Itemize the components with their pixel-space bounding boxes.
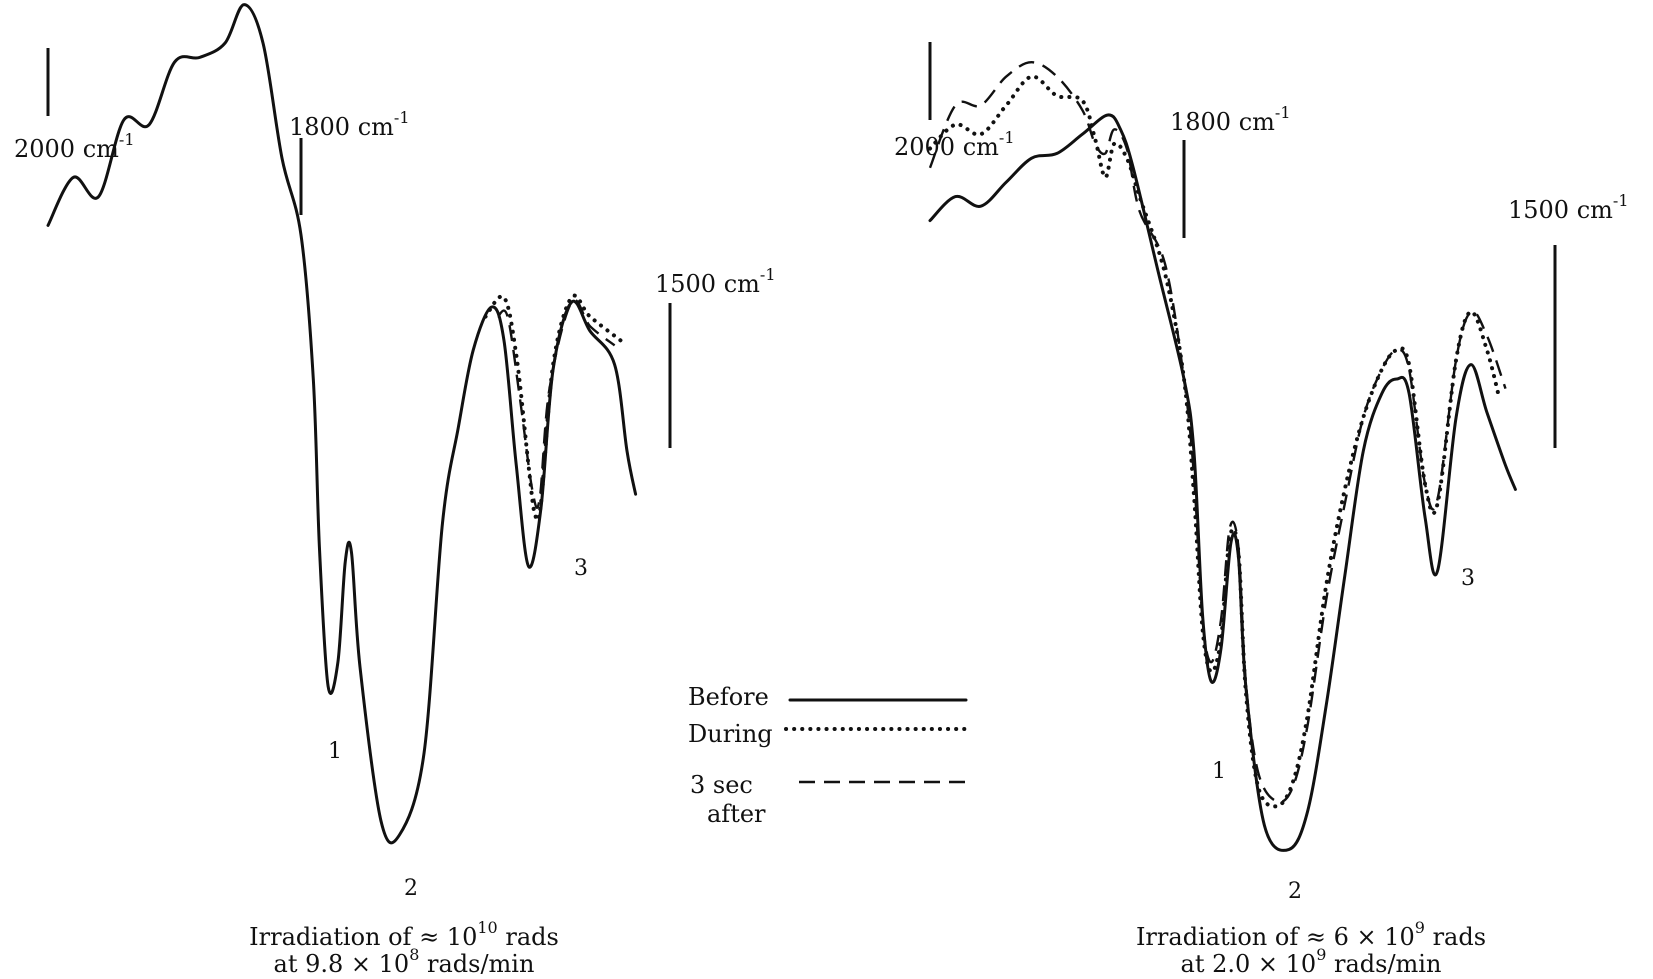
right-x-marker-1800: 1800 cm-1 [1170,103,1291,136]
legend-label-during: During [688,720,773,748]
right-caption-line2: at 2.0 × 109 rads/min [1181,945,1442,978]
right-x-marker-1500: 1500 cm-1 [1508,191,1629,224]
left-peak-label-2: 2 [404,876,418,901]
right-peak-label-2: 2 [1288,879,1302,904]
left-caption-line2: at 9.8 × 108 rads/min [274,945,535,978]
right-peak-label-1: 1 [1212,759,1226,784]
right-panel: 2000 cm-1 1800 cm-1 1500 cm-1 1 2 3 Irra… [894,42,1629,978]
left-caption-line1: Irradiation of ≈ 1010 rads [249,918,559,951]
right-series-before-line [928,113,1517,852]
legend-label-after-line2: after [707,800,766,828]
left-spectrum-curves [46,3,638,845]
left-series-during-line [483,293,623,523]
left-x-marker-1500: 1500 cm-1 [655,265,776,298]
legend: Before During 3 sec after [688,683,968,828]
right-peak-label-3: 3 [1461,566,1475,591]
legend-label-before: Before [688,683,769,711]
left-x-marker-2000: 2000 cm-1 [14,130,135,163]
left-peak-label-3: 3 [574,556,588,581]
right-spectrum-curves [928,61,1517,852]
right-caption-line1: Irradiation of ≈ 6 × 109 rads [1136,918,1486,951]
left-peak-label-1: 1 [328,739,342,764]
right-series-3sec-after-line [928,61,1507,804]
left-x-marker-1800: 1800 cm-1 [289,108,410,141]
right-series-during-line [928,74,1502,809]
left-series-3sec-after-line [496,298,616,509]
right-x-marker-2000: 2000 cm-1 [894,128,1015,161]
left-series-before-line [46,3,638,845]
legend-label-after-line1: 3 sec [690,771,753,799]
left-panel: 2000 cm-1 1800 cm-1 1500 cm-1 1 2 3 Irra… [14,3,776,978]
